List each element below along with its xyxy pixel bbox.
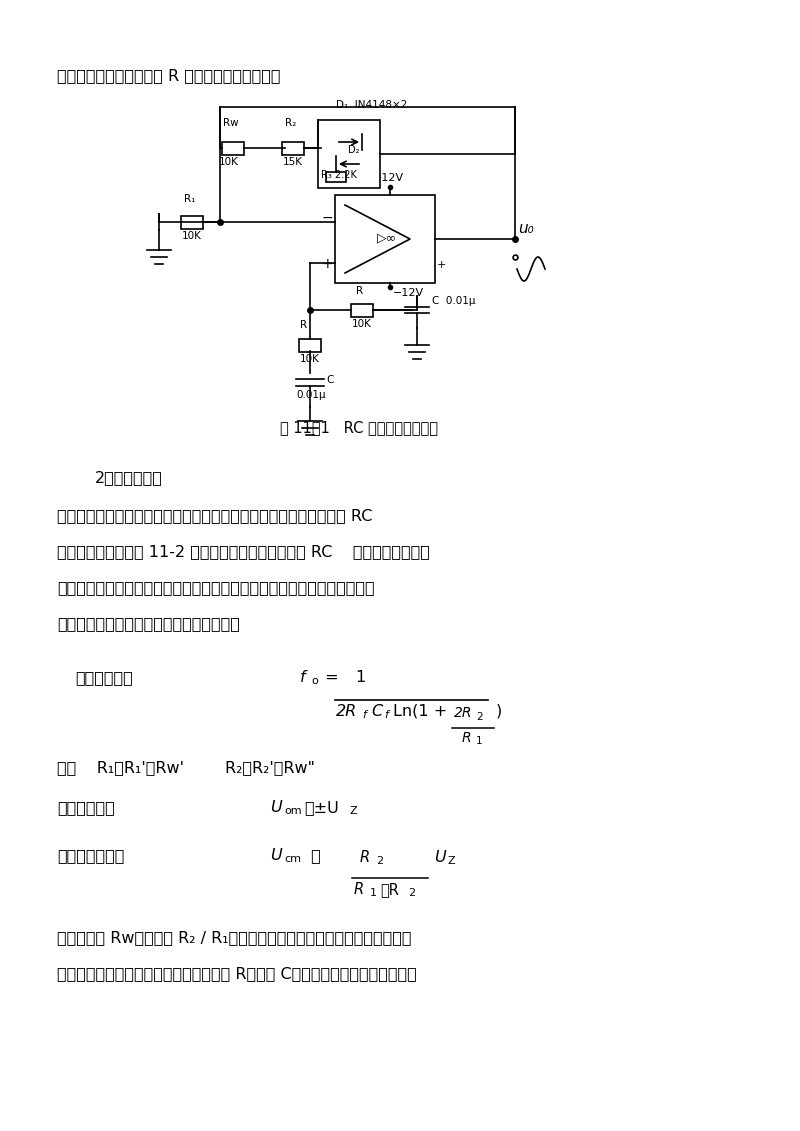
Text: R: R xyxy=(300,320,307,330)
Text: ＝±U: ＝±U xyxy=(304,800,338,815)
Text: Z: Z xyxy=(350,806,358,815)
Text: 2R: 2R xyxy=(454,706,473,720)
Text: 调节电位器 Rᴡ（即改变 R₂ / R₁），可以改变振荡频率，但三角波的幅値也: 调节电位器 Rᴡ（即改变 R₂ / R₁），可以改变振荡频率，但三角波的幅値也 xyxy=(57,930,411,946)
Text: +12V: +12V xyxy=(373,173,404,183)
Text: 1: 1 xyxy=(476,736,482,746)
Text: 2R: 2R xyxy=(336,703,358,719)
Bar xyxy=(282,143,304,155)
Text: f: f xyxy=(384,710,388,720)
Text: =: = xyxy=(320,670,338,685)
Text: ▷∞: ▷∞ xyxy=(377,231,397,244)
Text: 10K: 10K xyxy=(300,354,320,364)
Text: R: R xyxy=(462,731,472,745)
Bar xyxy=(351,304,373,317)
Bar xyxy=(181,216,203,228)
Text: 随之变化。如要互不影响，则可通过改变 Rၦ（或 Cၦ）来实现振荡频率的调节。: 随之变化。如要互不影响，则可通过改变 Rၦ（或 Cၦ）来实现振荡频率的调节。 xyxy=(57,966,417,981)
Text: R₂: R₂ xyxy=(285,118,296,128)
Text: D₂: D₂ xyxy=(348,145,359,155)
Text: 三角波输出幅値: 三角波输出幅値 xyxy=(57,848,124,863)
Text: Ln(1 +: Ln(1 + xyxy=(393,703,447,719)
Text: om: om xyxy=(284,806,302,815)
Text: 10K: 10K xyxy=(352,319,372,329)
Bar xyxy=(222,143,244,155)
Text: o: o xyxy=(311,676,318,687)
Text: 方波输出幅値: 方波输出幅値 xyxy=(57,800,114,815)
Text: −: − xyxy=(322,211,333,225)
Text: 图 11－1   RC 桥式正弦波振荡器: 图 11－1 RC 桥式正弦波振荡器 xyxy=(280,420,438,435)
Text: R₃ 2.2K: R₃ 2.2K xyxy=(321,170,357,180)
Bar xyxy=(335,195,435,283)
Bar xyxy=(326,172,346,182)
Text: 2: 2 xyxy=(476,713,482,722)
Text: U: U xyxy=(434,851,446,865)
Text: f: f xyxy=(300,670,306,685)
Text: R₁: R₁ xyxy=(184,195,195,204)
Text: cm: cm xyxy=(284,854,301,864)
Text: 由集成运放构成的方波发生器和三角波发生器，一般均包括比较器和 RC: 由集成运放构成的方波发生器和三角波发生器，一般均包括比较器和 RC xyxy=(57,508,372,523)
Text: R: R xyxy=(354,882,364,897)
Text: f: f xyxy=(362,710,366,720)
Text: U: U xyxy=(270,848,282,863)
Text: 电路振荡频率: 电路振荡频率 xyxy=(75,670,133,685)
Text: 1: 1 xyxy=(355,670,365,685)
Text: 作频率量程切换，而调节 R 作量程内的频率细调。: 作频率量程切换，而调节 R 作量程内的频率细调。 xyxy=(57,68,281,83)
Bar xyxy=(299,339,321,352)
Text: ): ) xyxy=(496,703,502,719)
Text: C: C xyxy=(371,703,382,719)
Text: 式中    R₁＝R₁'＋Rw'        R₂＝R₂'＋Rw": 式中 R₁＝R₁'＋Rw' R₂＝R₂'＋Rw" xyxy=(57,760,315,775)
Text: 0.01μ: 0.01μ xyxy=(296,390,326,400)
Text: 波一三角波发生器。它的特点是线路简单，但三角波的线性度较差。主要用: 波一三角波发生器。它的特点是线路简单，但三角波的线性度较差。主要用 xyxy=(57,580,374,595)
Text: 10K: 10K xyxy=(219,157,239,167)
Text: 1: 1 xyxy=(370,888,377,898)
Text: ＋R: ＋R xyxy=(380,882,399,897)
Text: R: R xyxy=(356,286,363,296)
Text: 于产生方波，或对三角波要求不高的場合。: 于产生方波，或对三角波要求不高的場合。 xyxy=(57,616,240,631)
Text: +: + xyxy=(322,257,333,271)
Text: 15K: 15K xyxy=(283,157,303,167)
Text: 2: 2 xyxy=(376,856,383,866)
Text: Z: Z xyxy=(448,856,456,866)
Text: 2: 2 xyxy=(408,888,415,898)
Text: R: R xyxy=(360,851,370,865)
Text: 2、方波发生器: 2、方波发生器 xyxy=(95,470,163,485)
Text: U: U xyxy=(270,800,282,815)
Text: ＝: ＝ xyxy=(306,848,326,863)
Text: Rw: Rw xyxy=(223,118,238,128)
Text: u₀: u₀ xyxy=(518,221,534,236)
Text: +: + xyxy=(437,260,446,270)
Text: 积分器两大部分。图 11-2 所示为由滞回比较器及简单 RC    积分电路组成的方: 积分器两大部分。图 11-2 所示为由滞回比较器及简单 RC 积分电路组成的方 xyxy=(57,544,430,559)
Text: C: C xyxy=(326,375,334,385)
Text: −12V: −12V xyxy=(393,288,424,297)
Bar xyxy=(318,120,380,188)
Text: D₁  IN4148×2: D₁ IN4148×2 xyxy=(336,100,407,110)
Text: C  0.01μ: C 0.01μ xyxy=(432,296,475,307)
Text: 10K: 10K xyxy=(182,231,202,241)
